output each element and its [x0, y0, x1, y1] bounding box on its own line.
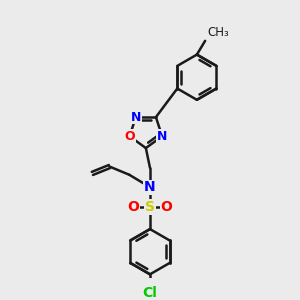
- Text: O: O: [160, 200, 172, 214]
- Text: O: O: [124, 130, 135, 143]
- Text: CH₃: CH₃: [207, 26, 229, 39]
- Text: N: N: [157, 130, 167, 143]
- Text: Cl: Cl: [142, 286, 158, 299]
- Text: O: O: [128, 200, 140, 214]
- Text: N: N: [144, 180, 156, 194]
- Text: S: S: [145, 200, 155, 214]
- Text: N: N: [130, 111, 141, 124]
